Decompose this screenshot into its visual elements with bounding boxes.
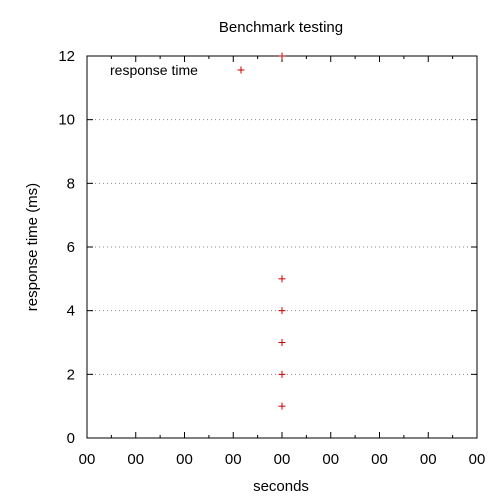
x-tick-label: 00 bbox=[225, 451, 242, 468]
chart-title: Benchmark testing bbox=[219, 19, 343, 36]
data-points bbox=[278, 52, 286, 410]
data-point bbox=[278, 370, 286, 378]
grid-lines bbox=[87, 119, 477, 375]
x-tick-label: 00 bbox=[274, 451, 291, 468]
data-point bbox=[278, 52, 286, 60]
legend-marker bbox=[237, 66, 245, 74]
y-tick-label: 10 bbox=[58, 112, 75, 129]
y-tick-label: 0 bbox=[67, 430, 75, 447]
x-tick-label: 00 bbox=[469, 451, 486, 468]
y-tick-label: 12 bbox=[58, 48, 75, 65]
x-tick-label: 00 bbox=[371, 451, 388, 468]
y-axis-label: response time (ms) bbox=[24, 183, 41, 311]
y-tick-labels: 0 2 4 6 8 10 12 bbox=[58, 48, 75, 447]
x-axis-label: seconds bbox=[253, 478, 309, 495]
x-tick-label: 00 bbox=[127, 451, 144, 468]
y-tick-label: 8 bbox=[67, 175, 75, 192]
legend: response time bbox=[110, 62, 245, 78]
legend-label: response time bbox=[110, 62, 198, 78]
plot-area-frame bbox=[86, 55, 478, 439]
x-tick-labels: 00 00 00 00 00 00 00 00 00 bbox=[79, 451, 486, 468]
y-tick-label: 4 bbox=[67, 303, 75, 320]
axis-ticks bbox=[86, 55, 478, 439]
data-point bbox=[278, 275, 286, 283]
x-tick-label: 00 bbox=[322, 451, 339, 468]
y-tick-label: 6 bbox=[67, 239, 75, 256]
x-tick-label: 00 bbox=[176, 451, 193, 468]
data-point bbox=[278, 339, 286, 346]
y-tick-label: 2 bbox=[67, 366, 75, 383]
data-point bbox=[278, 402, 286, 410]
x-tick-label: 00 bbox=[420, 451, 437, 468]
data-point bbox=[278, 307, 286, 315]
x-tick-label: 00 bbox=[79, 451, 96, 468]
